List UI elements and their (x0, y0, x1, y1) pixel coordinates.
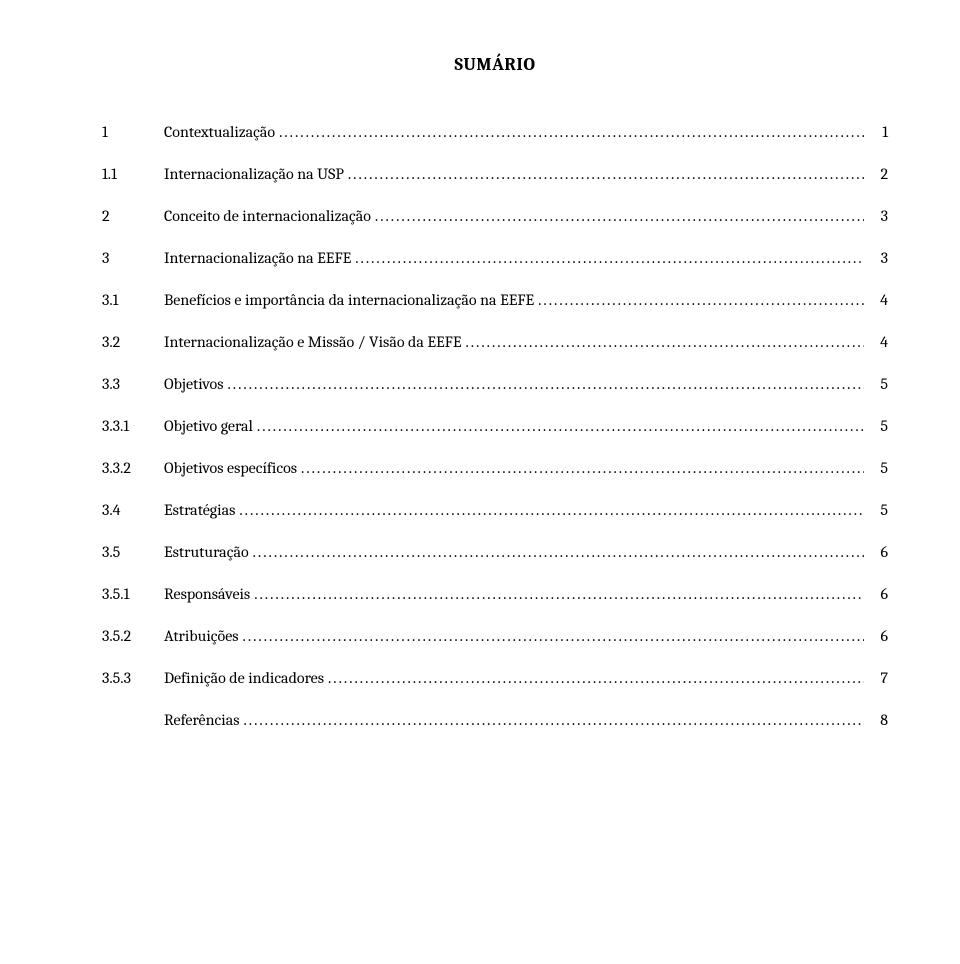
toc-entry-number: 3.1 (102, 291, 164, 309)
toc-entry-text-container: Estratégias.............................… (164, 501, 864, 519)
toc-entry-leader-dots: ........................................… (239, 627, 864, 645)
toc-entry-number: 3 (102, 249, 164, 267)
toc-entry-leader-dots: ........................................… (224, 375, 864, 393)
toc-entry-text: Objetivos específicos (164, 459, 297, 477)
toc-entry-text: Benefícios e importância da internaciona… (164, 291, 534, 309)
toc-entry: 3.4Estratégias..........................… (102, 501, 888, 519)
toc-entry-leader-dots: ........................................… (351, 249, 864, 267)
toc-entry-text: Internacionalização e Missão / Visão da … (164, 333, 461, 351)
table-of-contents: 1Contextualização.......................… (102, 123, 888, 729)
toc-entry-text-container: Benefícios e importância da internaciona… (164, 291, 864, 309)
toc-entry-text: Contextualização (164, 123, 275, 141)
toc-entry: Referências.............................… (102, 711, 888, 729)
toc-entry: 3.2Internacionalização e Missão / Visão … (102, 333, 888, 351)
toc-entry-text: Conceito de internacionalização (164, 207, 371, 225)
toc-entry-text-container: Referências.............................… (164, 711, 864, 729)
toc-entry-leader-dots: ........................................… (461, 333, 864, 351)
toc-entry-number: 3.3 (102, 375, 164, 393)
toc-entry-number: 3.2 (102, 333, 164, 351)
toc-entry: 3.5.3Definição de indicadores...........… (102, 669, 888, 687)
toc-entry-leader-dots: ........................................… (275, 123, 864, 141)
toc-entry: 3.5.1Responsáveis.......................… (102, 585, 888, 603)
toc-entry-text: Definição de indicadores (164, 669, 324, 687)
toc-entry-number: 3.5 (102, 543, 164, 561)
toc-entry-page: 1 (864, 123, 888, 141)
toc-entry-number: 1.1 (102, 165, 164, 183)
toc-entry-text-container: Internacionalização e Missão / Visão da … (164, 333, 864, 351)
toc-entry-text-container: Estruturação............................… (164, 543, 864, 561)
toc-entry-page: 6 (864, 585, 888, 603)
toc-entry-text-container: Responsáveis............................… (164, 585, 864, 603)
toc-entry-text: Atribuições (164, 627, 239, 645)
toc-entry: 3.3.2Objetivos específicos..............… (102, 459, 888, 477)
toc-entry-leader-dots: ........................................… (534, 291, 864, 309)
toc-entry-text: Estratégias (164, 501, 235, 519)
toc-entry: 1.1Internacionalização na USP...........… (102, 165, 888, 183)
toc-entry: 3.5Estruturação.........................… (102, 543, 888, 561)
toc-entry-text: Estruturação (164, 543, 249, 561)
toc-entry-text-container: Internacionalização na USP..............… (164, 165, 864, 183)
toc-entry-number: 3.3.2 (102, 459, 164, 477)
toc-entry-page: 4 (864, 291, 888, 309)
toc-entry-leader-dots: ........................................… (371, 207, 864, 225)
toc-entry-text: Internacionalização na EEFE (164, 249, 351, 267)
toc-entry-page: 2 (864, 165, 888, 183)
toc-entry-number: 1 (102, 123, 164, 141)
toc-entry: 2Conceito de internacionalização........… (102, 207, 888, 225)
toc-entry-text-container: Definição de indicadores................… (164, 669, 864, 687)
toc-entry-leader-dots: ........................................… (324, 669, 864, 687)
toc-entry-page: 3 (864, 249, 888, 267)
toc-entry: 1Contextualização.......................… (102, 123, 888, 141)
toc-entry-page: 6 (864, 627, 888, 645)
toc-entry-leader-dots: ........................................… (297, 459, 864, 477)
toc-entry-page: 5 (864, 375, 888, 393)
toc-entry-page: 5 (864, 459, 888, 477)
toc-entry-leader-dots: ........................................… (250, 585, 864, 603)
toc-entry: 3.5.2Atribuições........................… (102, 627, 888, 645)
toc-entry-page: 7 (864, 669, 888, 687)
toc-entry-number: 3.5.3 (102, 669, 164, 687)
toc-entry-leader-dots: ........................................… (235, 501, 864, 519)
toc-entry-text-container: Atribuições.............................… (164, 627, 864, 645)
toc-entry-number: 2 (102, 207, 164, 225)
toc-entry-number: 3.5.1 (102, 585, 164, 603)
toc-entry: 3.3.1Objetivo geral.....................… (102, 417, 888, 435)
toc-entry-text-container: Internacionalização na EEFE.............… (164, 249, 864, 267)
toc-entry-page: 4 (864, 333, 888, 351)
toc-entry-text-container: Contextualização........................… (164, 123, 864, 141)
toc-entry: 3.1Benefícios e importância da internaci… (102, 291, 888, 309)
toc-entry: 3Internacionalização na EEFE............… (102, 249, 888, 267)
toc-entry-page: 5 (864, 417, 888, 435)
toc-entry-text: Responsáveis (164, 585, 250, 603)
toc-entry-number: 3.4 (102, 501, 164, 519)
toc-entry-page: 6 (864, 543, 888, 561)
toc-entry-leader-dots: ........................................… (249, 543, 864, 561)
toc-entry-leader-dots: ........................................… (344, 165, 864, 183)
toc-entry-leader-dots: ........................................… (253, 417, 864, 435)
toc-entry-page: 5 (864, 501, 888, 519)
toc-entry-leader-dots: ........................................… (240, 711, 865, 729)
toc-entry-text-container: Objetivos...............................… (164, 375, 864, 393)
toc-entry-text: Internacionalização na USP (164, 165, 344, 183)
toc-entry-text: Objetivos (164, 375, 224, 393)
toc-entry-text-container: Objetivo geral..........................… (164, 417, 864, 435)
toc-title: SUMÁRIO (102, 54, 888, 75)
toc-entry-text-container: Conceito de internacionalização.........… (164, 207, 864, 225)
toc-entry-page: 8 (864, 711, 888, 729)
toc-entry-text-container: Objetivos específicos...................… (164, 459, 864, 477)
toc-entry-text: Referências (164, 711, 240, 729)
toc-entry-number: 3.5.2 (102, 627, 164, 645)
toc-entry-number: 3.3.1 (102, 417, 164, 435)
toc-entry: 3.3Objetivos............................… (102, 375, 888, 393)
toc-entry-page: 3 (864, 207, 888, 225)
toc-entry-text: Objetivo geral (164, 417, 253, 435)
